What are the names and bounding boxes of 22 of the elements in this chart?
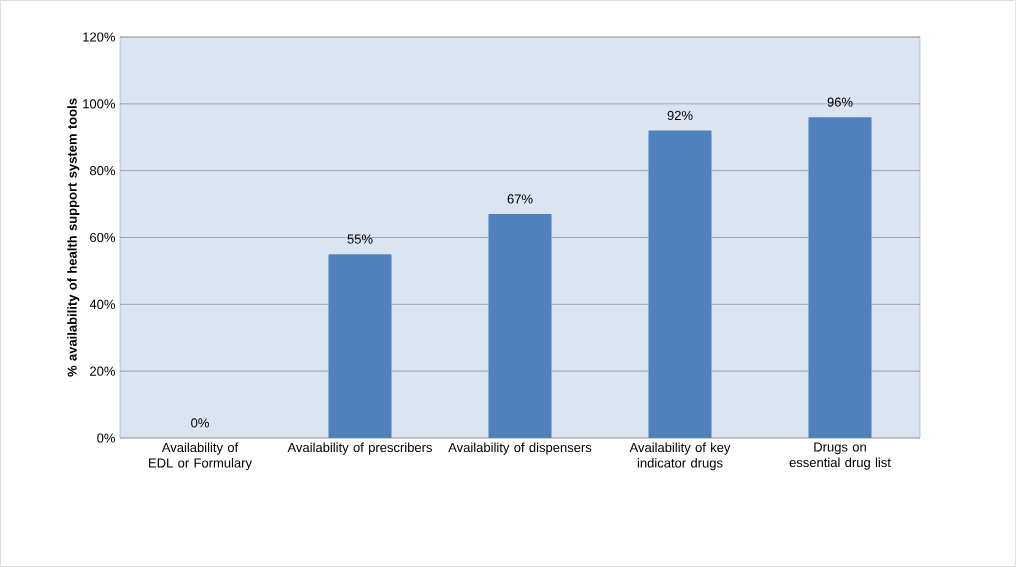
y-tick-label: 0% <box>97 433 116 443</box>
x-tick-label: Availability of key indicator drugs <box>629 442 731 471</box>
x-tick-label: Availability of prescribers <box>287 442 432 455</box>
bar <box>328 254 392 438</box>
data-label: 92% <box>667 110 693 121</box>
data-label: 67% <box>507 194 533 204</box>
bar <box>648 130 712 438</box>
x-tick-label: Availability of dispensers <box>448 442 592 455</box>
data-label: 96% <box>827 97 853 107</box>
y-tick-label: 80% <box>90 166 116 176</box>
y-tick-label: 40% <box>89 299 116 309</box>
bar <box>808 117 872 438</box>
data-label: 55% <box>347 234 373 244</box>
y-tick-label: 60% <box>90 232 116 243</box>
x-tick-label: Drugs on essential drug list <box>789 442 891 470</box>
bar <box>488 214 552 438</box>
data-label: 0% <box>191 418 209 428</box>
x-tick-label: Availability of EDL or Formulary <box>149 442 252 471</box>
y-axis-title: % availability of health support system tools <box>67 98 80 377</box>
y-tick-label: 20% <box>90 366 116 376</box>
y-tick-label: 100% <box>83 99 116 109</box>
y-tick-label: 120% <box>83 32 116 42</box>
